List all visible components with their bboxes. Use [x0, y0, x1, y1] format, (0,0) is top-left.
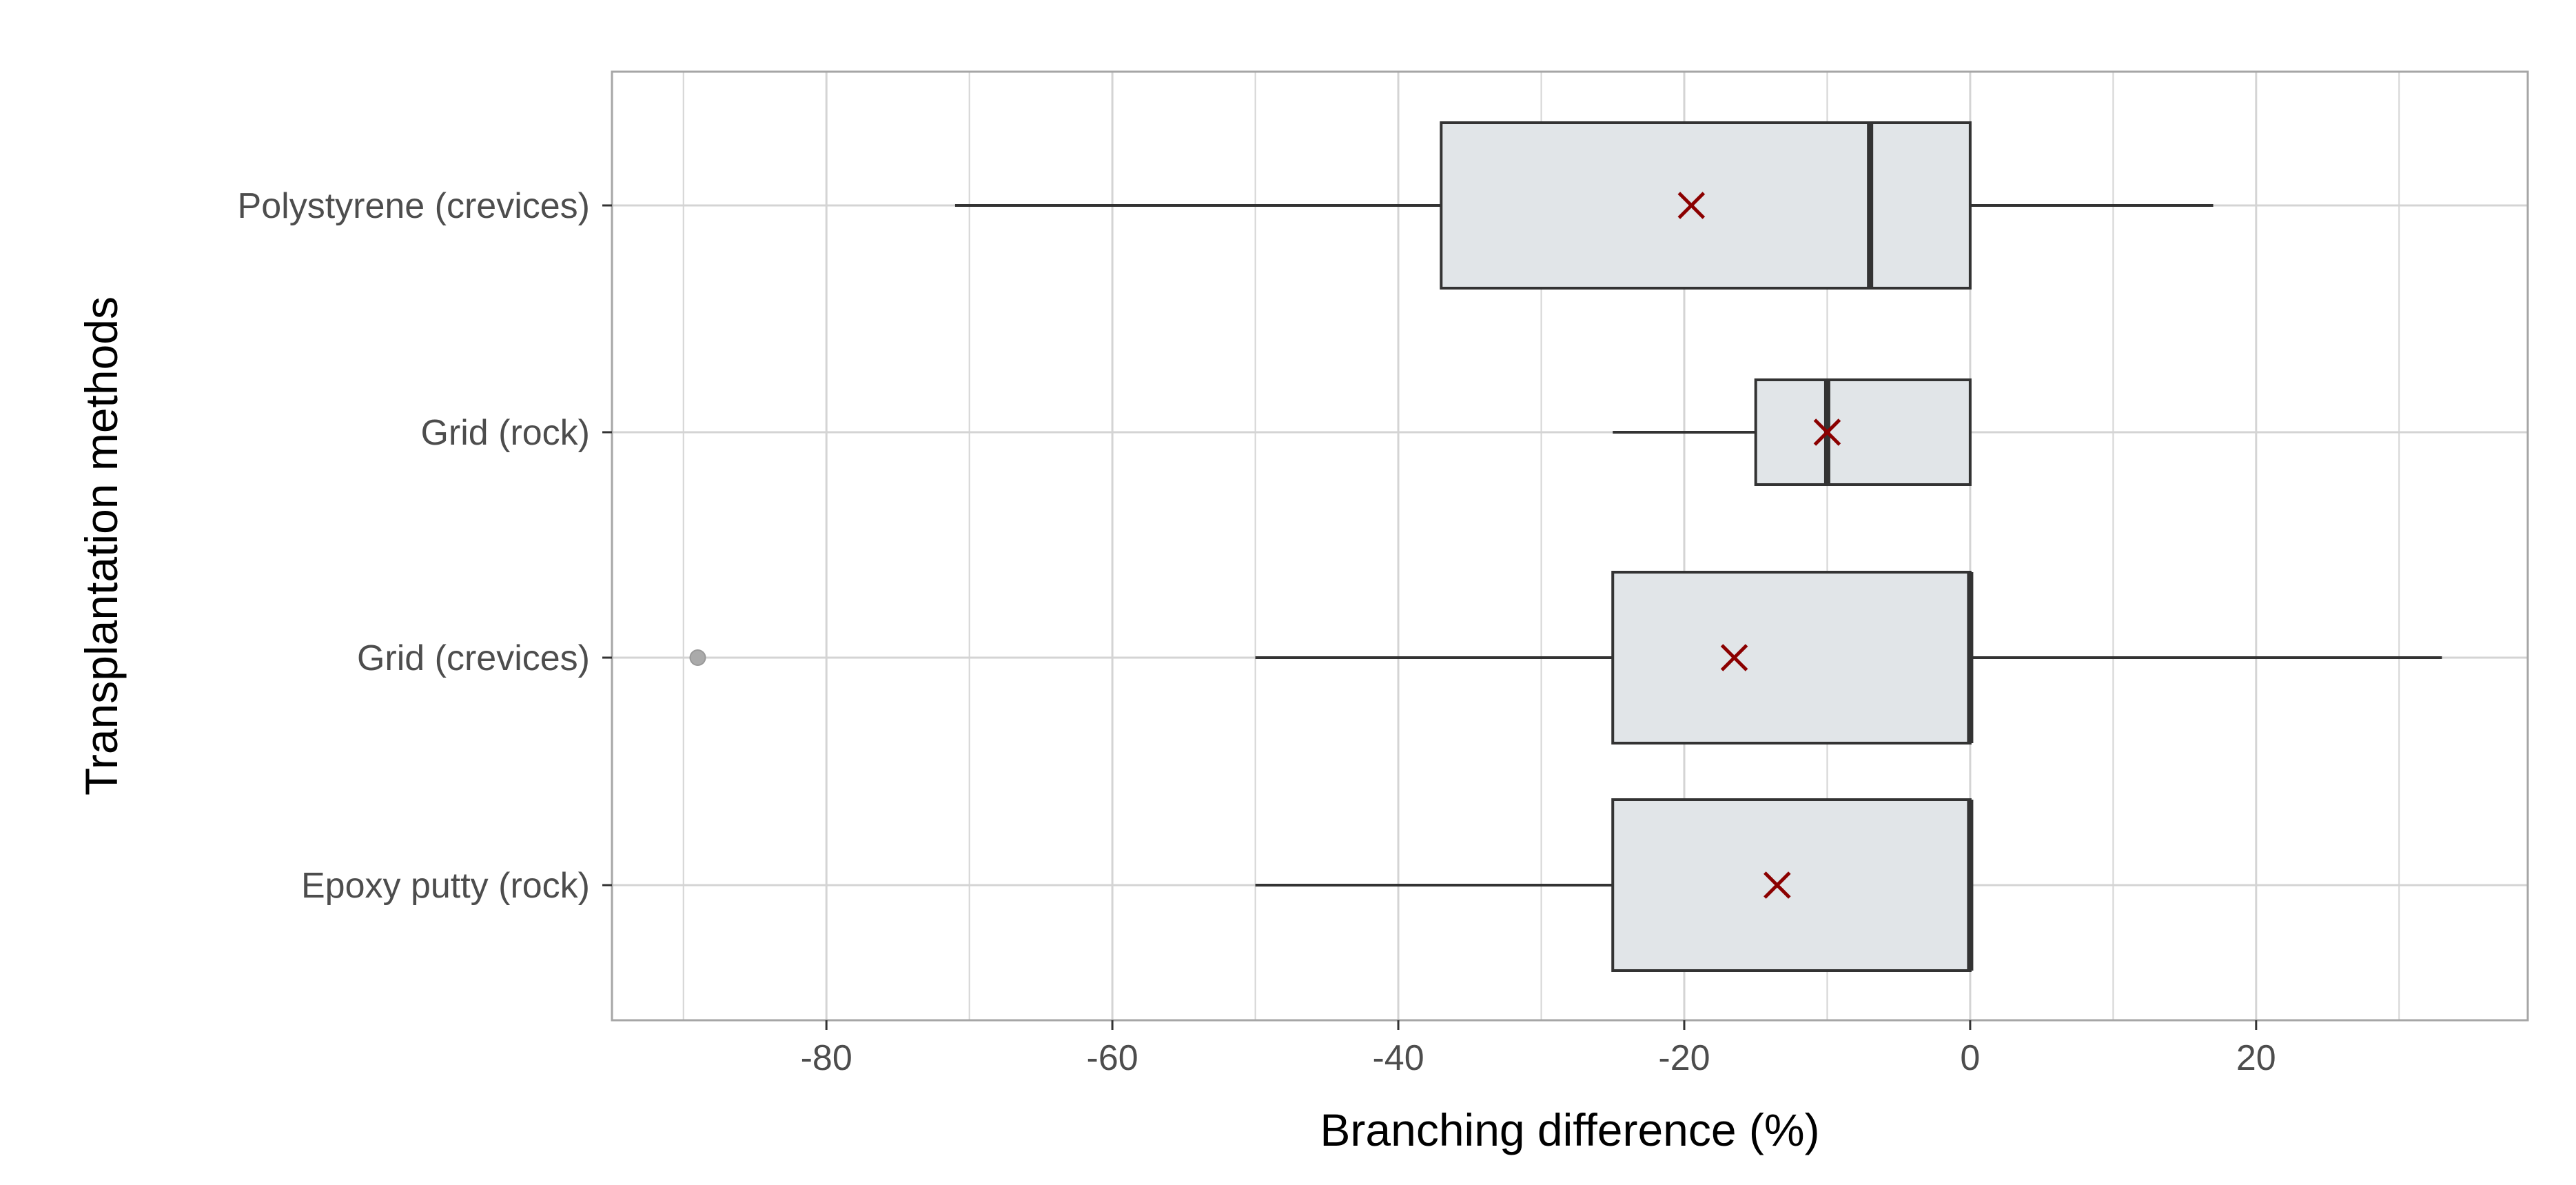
- x-axis-ticks: -80 -60 -40 -20 0 20: [801, 1020, 2276, 1078]
- x-axis-title: Branching difference (%): [1320, 1104, 1819, 1155]
- x-tick-label-0: -80: [801, 1038, 852, 1078]
- y-tick-label-1: Grid (rock): [420, 413, 590, 453]
- plot-panel-border: [611, 70, 2529, 1022]
- y-axis-ticks: Polystyrene (crevices) Grid (rock) Grid (c…: [238, 186, 612, 906]
- outlier-point-2-0: [689, 649, 706, 666]
- y-tick-label-2: Grid (crevices): [357, 638, 590, 678]
- box-1: [1754, 378, 1972, 486]
- y-tick-label-0: Polystyrene (crevices): [238, 186, 590, 226]
- x-tick-label-5: 20: [2236, 1038, 2276, 1078]
- box-0: [1440, 121, 1972, 290]
- x-tick-label-3: -20: [1658, 1038, 1710, 1078]
- whiskers: [954, 204, 2442, 887]
- outliers: [689, 649, 706, 666]
- x-tick-label-2: -40: [1372, 1038, 1424, 1078]
- x-tick-label-4: 0: [1960, 1038, 1980, 1078]
- mean-markers: [1677, 192, 1841, 899]
- y-axis-title: Transplantation methods: [76, 296, 127, 796]
- mean-marker-2: [1720, 644, 1748, 671]
- mean-marker-0: [1677, 192, 1706, 219]
- box-2: [1611, 571, 1972, 745]
- boxes: [1440, 121, 1972, 972]
- box-3: [1611, 798, 1972, 972]
- mean-marker-3: [1764, 871, 1791, 899]
- x-tick-label-1: -60: [1087, 1038, 1138, 1078]
- y-tick-label-3: Epoxy putty (rock): [301, 866, 590, 906]
- mean-marker-1: [1813, 418, 1841, 446]
